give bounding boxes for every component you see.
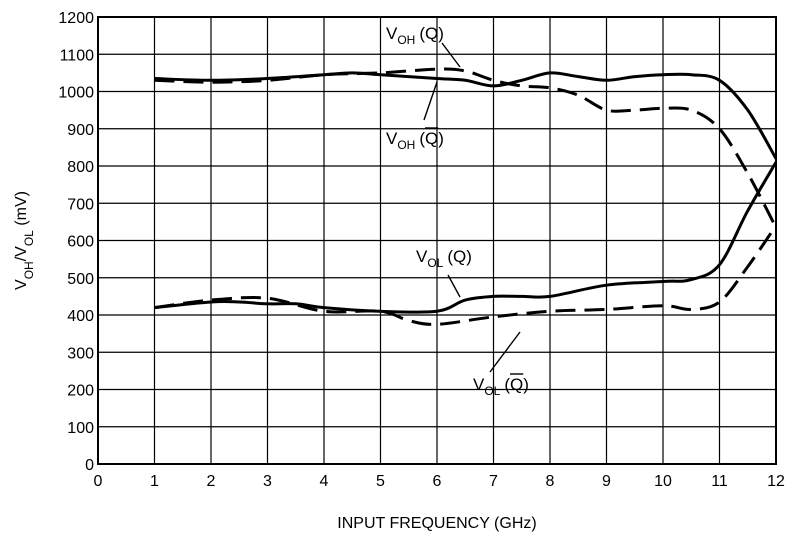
x-tick-label: 5: [376, 473, 385, 490]
x-tick-label: 9: [602, 473, 611, 490]
grid-lines: [98, 17, 776, 464]
x-tick-label: 2: [207, 473, 216, 490]
annotation-layer: VOH (Q) VOH (Q) VOL (Q) VOL (Q): [386, 24, 529, 398]
x-tick-label: 7: [489, 473, 498, 490]
x-tick-label: 10: [654, 473, 672, 490]
leader-line: [489, 331, 521, 373]
plot-frame: [97, 16, 777, 465]
y-axis-title: VOH/VOL (mV): [13, 191, 36, 290]
label-vol-qbar-group: VOL (Q): [473, 331, 529, 398]
y-tick-label: 100: [67, 420, 94, 437]
y-tick-label: 0: [85, 457, 94, 474]
label-vol-q: VOL (Q): [416, 247, 472, 270]
label-voh-q: VOH (Q): [386, 24, 444, 47]
label-voh-qbar-group: VOH (Q): [386, 81, 444, 152]
x-tick-label: 11: [711, 473, 728, 490]
y-tick-label: 200: [67, 383, 94, 400]
y-tick-label: 1000: [58, 85, 94, 102]
series-vol-qbar: [154, 224, 778, 326]
y-tick-label: 500: [67, 271, 94, 288]
series-voh-q: [154, 67, 778, 229]
tick-labels: 0 1 2 3 4 5 6 7 8 9 10 11 12010020030040050060070080…: [58, 10, 785, 490]
x-tick-label: 8: [546, 473, 555, 490]
series-vol-q: [154, 161, 778, 314]
leader-line: [423, 81, 438, 121]
x-tick-label: 0: [94, 473, 103, 490]
series-layer: [154, 67, 778, 326]
leader-line: [441, 42, 461, 68]
y-tick-label: 300: [67, 345, 94, 362]
label-vol-q-group: VOL (Q): [416, 247, 472, 298]
series-voh-qbar: [154, 71, 778, 160]
y-tick-label: 800: [67, 159, 94, 176]
x-tick-label: 6: [433, 473, 442, 490]
label-voh-q-group: VOH (Q): [386, 24, 461, 68]
x-tick-label: 1: [150, 473, 159, 490]
y-tick-label: 400: [67, 308, 94, 325]
x-tick-label: 4: [320, 473, 329, 490]
label-vol-qbar: VOL (Q): [473, 375, 529, 398]
y-tick-label: 600: [67, 234, 94, 251]
x-tick-label: 3: [263, 473, 272, 490]
x-tick-label: 12: [767, 473, 785, 490]
y-tick-label: 900: [67, 122, 94, 139]
y-tick-label: 1200: [58, 10, 94, 27]
y-tick-label: 700: [67, 196, 94, 213]
x-axis-title: INPUT FREQUENCY (GHz): [337, 515, 536, 532]
label-voh-qbar: VOH (Q): [386, 129, 444, 152]
leader-line: [447, 274, 461, 298]
y-tick-label: 1100: [60, 47, 95, 64]
